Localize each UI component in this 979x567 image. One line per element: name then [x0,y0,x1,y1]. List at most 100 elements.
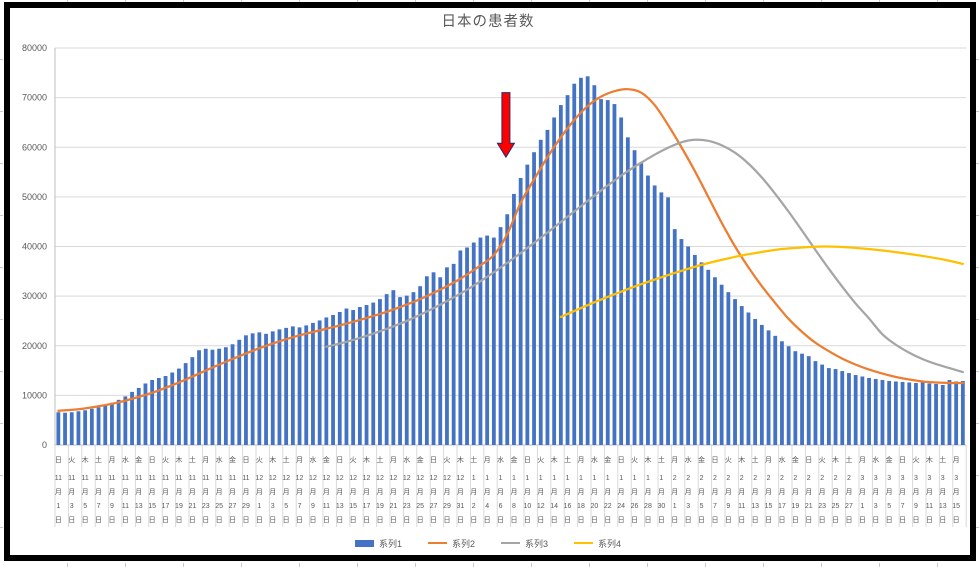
bar-系列1 [197,350,201,445]
bar-系列1 [411,292,416,445]
x-axis-label-char: 19 [791,503,799,510]
bar-系列1 [525,164,530,445]
x-axis-label-char: 月 [108,488,115,496]
x-axis-label-char: 11 [242,475,249,482]
x-axis-label-char: 木 [363,455,370,464]
x-axis-label-char: 月 [108,456,115,464]
legend-item-系列1[interactable]: 系列1 [354,537,402,550]
x-axis-label-char: 1 [512,475,516,482]
x-axis-label-char: 月 [899,488,906,496]
x-axis-label-char: 水 [403,455,410,464]
x-axis-label-char: 3 [927,475,931,482]
x-axis-label-char: 19 [175,503,183,510]
x-axis-label-char: 月 [323,488,330,496]
bar-系列1 [143,383,148,445]
x-axis-label-char: 日 [792,516,799,524]
bar-系列1 [545,129,550,445]
bar-系列1 [163,376,168,445]
bar-系列1 [96,407,101,445]
bar-系列1 [150,379,155,445]
bar-系列1 [639,163,644,445]
x-axis-label-char: 木 [82,455,89,464]
bar-系列1 [391,290,396,445]
bar-系列1 [907,382,912,445]
legend-line-swatch [427,541,447,545]
bar-系列1 [820,364,825,445]
x-axis-label-char: 月 [591,488,598,496]
bar-系列1 [190,357,195,445]
x-axis-label-char: 27 [229,503,237,510]
bar-系列1 [110,402,114,445]
bar-系列1 [83,410,88,445]
bar-系列1 [726,292,731,445]
x-axis-label-char: 月 [189,488,196,496]
legend-item-系列4[interactable]: 系列4 [574,537,621,550]
x-axis-label-char: 火 [631,456,638,464]
x-axis-label-char: 日 [738,516,745,524]
bar-系列1 [56,412,61,445]
x-axis-label-char: 月 [564,488,571,496]
x-axis-label-char: 月 [805,488,812,496]
x-axis-label-char: 月 [953,488,960,496]
x-axis-label-char: 11 [149,475,156,482]
x-axis-label-char: 日 [242,456,249,464]
y-axis-tick-label: 20000 [22,341,47,351]
x-axis-label-char: 日 [242,516,249,524]
x-axis-label-char: 13 [751,503,759,510]
bar-系列1 [317,320,322,445]
x-axis-label-char: 月 [912,488,919,496]
x-axis-label-char: 3 [874,503,878,510]
bar-系列1 [552,117,557,445]
x-axis-label-char: 22 [604,503,612,510]
bar-系列1 [123,396,128,445]
x-axis-label-char: 月 [711,488,718,496]
x-axis-label-char: 日 [229,516,236,524]
x-axis-label-char: 日 [618,516,625,524]
x-axis-label-char: 1 [592,475,596,482]
bar-系列1 [384,294,389,445]
bar-系列1 [625,137,630,445]
bar-系列1 [826,368,831,445]
x-axis-label-char: 12 [430,475,438,482]
x-axis-label-char: 月 [296,488,303,496]
bar-系列1 [250,333,255,445]
x-axis-label-char: 日 [336,516,343,524]
x-axis-label-char: 月 [95,488,102,496]
x-axis-label-char: 2 [472,503,476,510]
red-down-arrow-annotation[interactable] [496,92,516,159]
bar-系列1 [284,327,289,445]
chart-legend[interactable]: 系列1 系列2 系列3 系列4 [10,535,966,551]
line-系列2 [57,88,964,412]
bar-系列1 [920,382,925,445]
x-axis-label-char: 2 [793,475,797,482]
bar-系列1 [512,193,516,445]
x-axis-label-char: 金 [604,455,611,464]
x-axis-label-char: 日 [711,456,718,464]
x-axis-label-char: 月 [149,488,156,496]
x-axis-label-char: 金 [886,455,893,464]
bar-系列1 [739,306,744,445]
legend-item-系列2[interactable]: 系列2 [427,537,475,550]
x-axis-label-char: 11 [202,475,209,482]
x-axis-label-char: 日 [336,456,343,464]
bar-系列1 [324,317,329,445]
bar-系列1 [89,408,94,445]
x-axis-label-char: 土 [845,455,852,464]
x-axis-label-char: 月 [484,488,491,496]
bar-系列1 [914,382,918,445]
bar-系列1 [424,276,429,445]
x-axis-label-char: 月 [953,456,960,464]
x-axis-label-char: 18 [577,503,585,510]
bar-系列1 [518,178,523,445]
legend-item-系列3[interactable]: 系列3 [501,537,548,550]
x-axis-label-char: 月 [524,488,531,496]
x-axis-label-char: 3 [686,503,690,510]
x-axis-label-char: 月 [537,488,544,496]
x-axis-label-char: 3 [941,475,945,482]
bar-系列1 [290,326,295,445]
x-axis-label-char: 19 [376,503,384,510]
x-axis-label-char: 月 [819,488,826,496]
x-axis-label-char: 日 [55,456,62,464]
x-axis-label-char: 3 [271,503,275,510]
x-axis-label-char: 12 [537,503,545,510]
